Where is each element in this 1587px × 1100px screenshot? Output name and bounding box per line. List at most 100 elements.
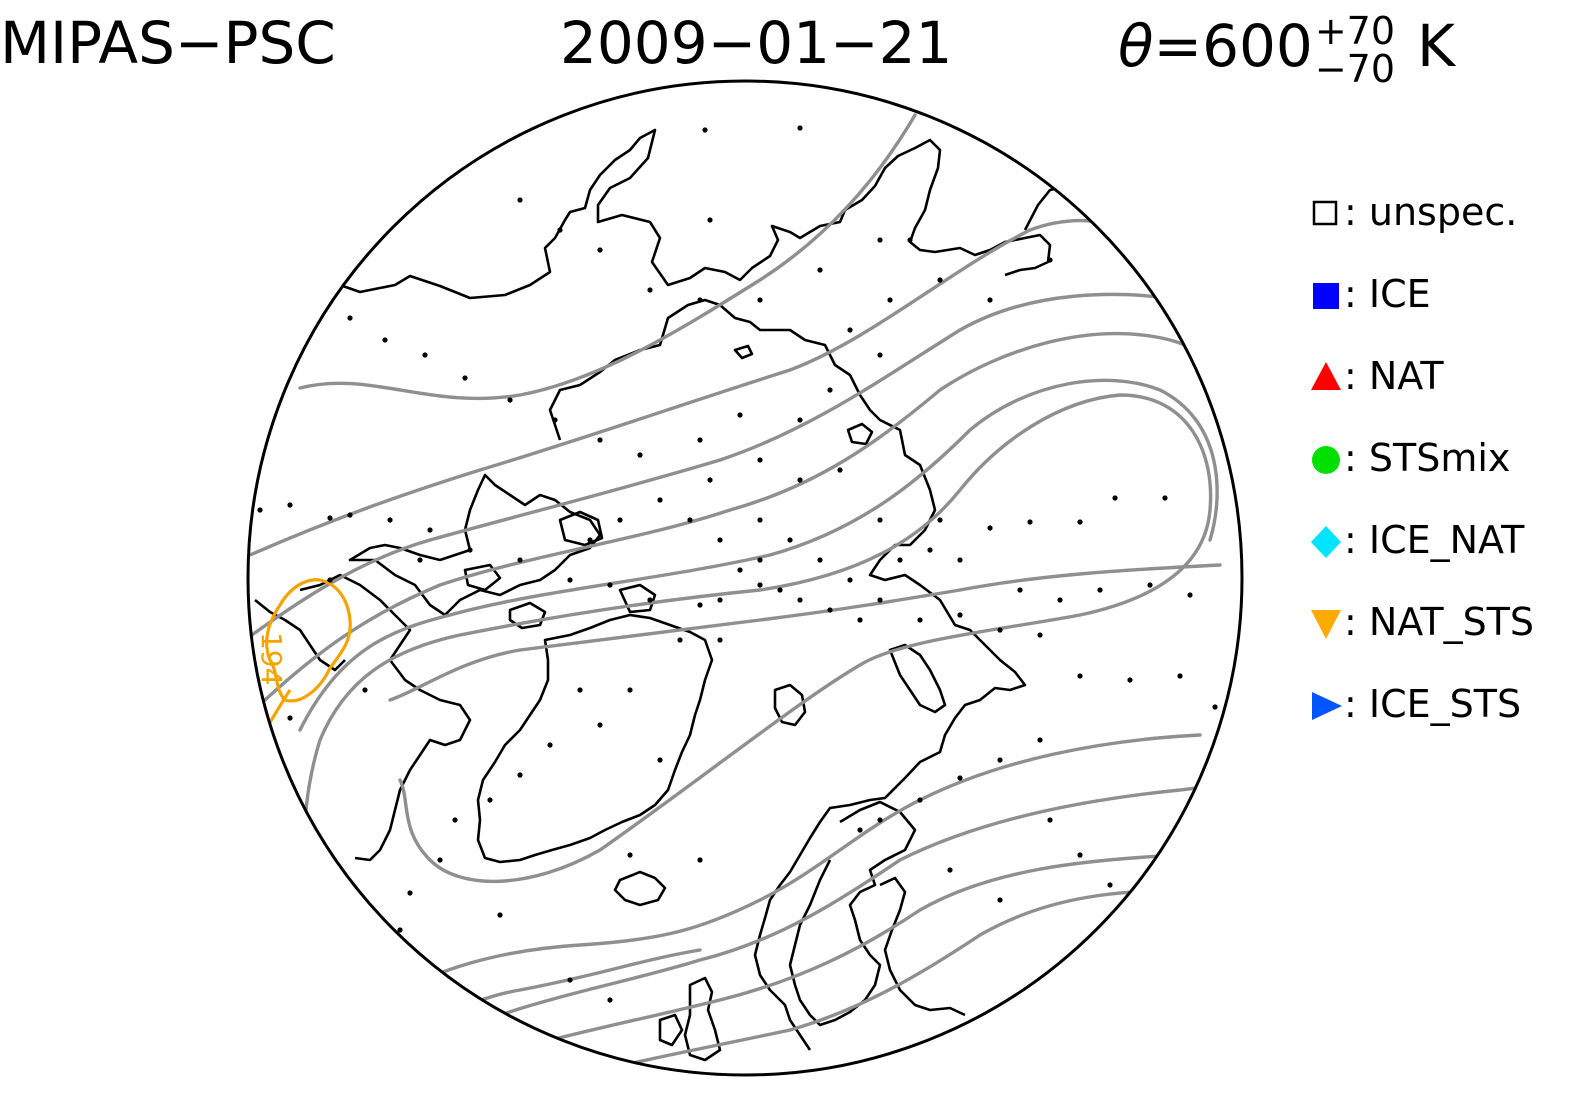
measurement-point xyxy=(697,602,703,608)
measurement-point xyxy=(462,375,468,381)
measurement-point xyxy=(1057,597,1063,603)
measurement-point xyxy=(957,557,963,563)
measurement-point xyxy=(787,537,793,543)
measurement-point xyxy=(877,517,883,523)
legend-item: : NAT_STS xyxy=(1310,602,1580,642)
measurement-point xyxy=(677,637,683,643)
measurement-point xyxy=(757,297,763,303)
measurement-point xyxy=(827,607,833,613)
coastline-canada-mainland xyxy=(299,573,472,862)
measurement-point xyxy=(617,517,623,523)
measurement-point xyxy=(637,452,643,458)
legend-label: : ICE xyxy=(1344,272,1431,316)
psc-contour-label: 194 xyxy=(255,632,288,685)
map-content xyxy=(248,113,1242,1075)
measurement-point xyxy=(797,597,803,603)
legend-marker xyxy=(1311,610,1341,639)
plot-title-theta-level: θ =600 +70 −70 K xyxy=(1118,8,1455,88)
measurement-point xyxy=(607,582,613,588)
measurement-point xyxy=(362,687,368,693)
measurement-point xyxy=(1097,587,1103,593)
measurement-point xyxy=(417,557,423,563)
measurement-point xyxy=(797,417,803,423)
contour-line xyxy=(263,332,1242,702)
measurement-point xyxy=(907,237,913,243)
measurement-point xyxy=(587,537,593,543)
measurement-point xyxy=(407,890,413,896)
measurement-point xyxy=(877,597,883,603)
measurement-point xyxy=(287,715,293,721)
coastline-russia-east xyxy=(299,128,1052,300)
theta-symbol: θ xyxy=(1118,12,1154,80)
measurement-point xyxy=(657,757,663,763)
contour-line xyxy=(248,218,1142,557)
measurement-point xyxy=(707,477,713,483)
measurement-point xyxy=(717,597,723,603)
contour-line xyxy=(302,393,1213,1012)
measurement-point xyxy=(797,477,803,483)
measurement-point xyxy=(1147,582,1153,588)
measurement-point xyxy=(847,577,853,583)
theta-plus: +70 xyxy=(1314,9,1396,53)
legend-item: : ICE_NAT xyxy=(1310,520,1580,560)
legend-marker xyxy=(1312,200,1338,226)
coastline-canada-arctic xyxy=(348,473,602,617)
measurement-point xyxy=(547,742,553,748)
measurement-points xyxy=(257,125,1218,1003)
measurement-point xyxy=(1107,882,1113,888)
measurement-point xyxy=(567,577,573,583)
coastline-new-siberian xyxy=(846,422,874,446)
contour-line xyxy=(248,292,1182,642)
measurement-point xyxy=(887,297,893,303)
coastlines xyxy=(254,128,1061,1062)
measurement-point xyxy=(382,337,388,343)
measurement-point xyxy=(422,352,428,358)
measurement-point xyxy=(597,437,603,443)
legend-item: : STSmix xyxy=(1310,438,1580,478)
measurement-point xyxy=(877,352,883,358)
measurement-point xyxy=(597,247,603,253)
measurement-point xyxy=(1077,519,1083,525)
measurement-point xyxy=(997,897,1003,903)
legend-symbol-triangle-right-icon xyxy=(1312,692,1342,720)
legend-label: : NAT xyxy=(1344,354,1444,398)
measurement-point xyxy=(627,687,633,693)
coastline-ireland xyxy=(658,1013,684,1047)
measurement-point xyxy=(697,297,703,303)
measurement-point xyxy=(647,597,653,603)
measurement-point xyxy=(467,547,473,553)
measurement-point xyxy=(627,852,633,858)
measurement-point xyxy=(687,517,693,523)
measurement-point xyxy=(897,557,903,563)
measurement-point xyxy=(487,797,493,803)
legend-marker xyxy=(1313,283,1339,309)
legend-item: : ICE_STS xyxy=(1310,684,1580,724)
measurement-point xyxy=(857,617,863,623)
measurement-point xyxy=(567,977,573,983)
measurement-point xyxy=(997,627,1003,633)
measurement-point xyxy=(1047,817,1053,823)
measurement-point xyxy=(1047,257,1053,263)
measurement-point xyxy=(877,237,883,243)
theta-value: =600 xyxy=(1153,12,1313,80)
measurement-point xyxy=(452,817,458,823)
legend-label: : STSmix xyxy=(1344,436,1511,480)
measurement-point xyxy=(757,517,763,523)
measurement-point xyxy=(397,927,403,933)
measurement-point xyxy=(847,327,853,333)
measurement-point xyxy=(957,612,963,618)
measurement-point xyxy=(507,397,513,403)
coastline-iceland xyxy=(613,870,667,907)
legend-item: : ICE xyxy=(1310,274,1580,314)
coastline-svalbard xyxy=(773,683,807,727)
measurement-point xyxy=(1077,673,1083,679)
measurement-point xyxy=(552,417,558,423)
measurement-point xyxy=(647,287,653,293)
measurement-point xyxy=(947,867,953,873)
measurement-point xyxy=(1212,704,1218,710)
measurement-point xyxy=(347,315,353,321)
measurement-point xyxy=(707,217,713,223)
coastline-novaya-zemlya xyxy=(888,643,947,714)
coastline-archipelago-1 xyxy=(508,601,547,630)
measurement-point xyxy=(697,437,703,443)
